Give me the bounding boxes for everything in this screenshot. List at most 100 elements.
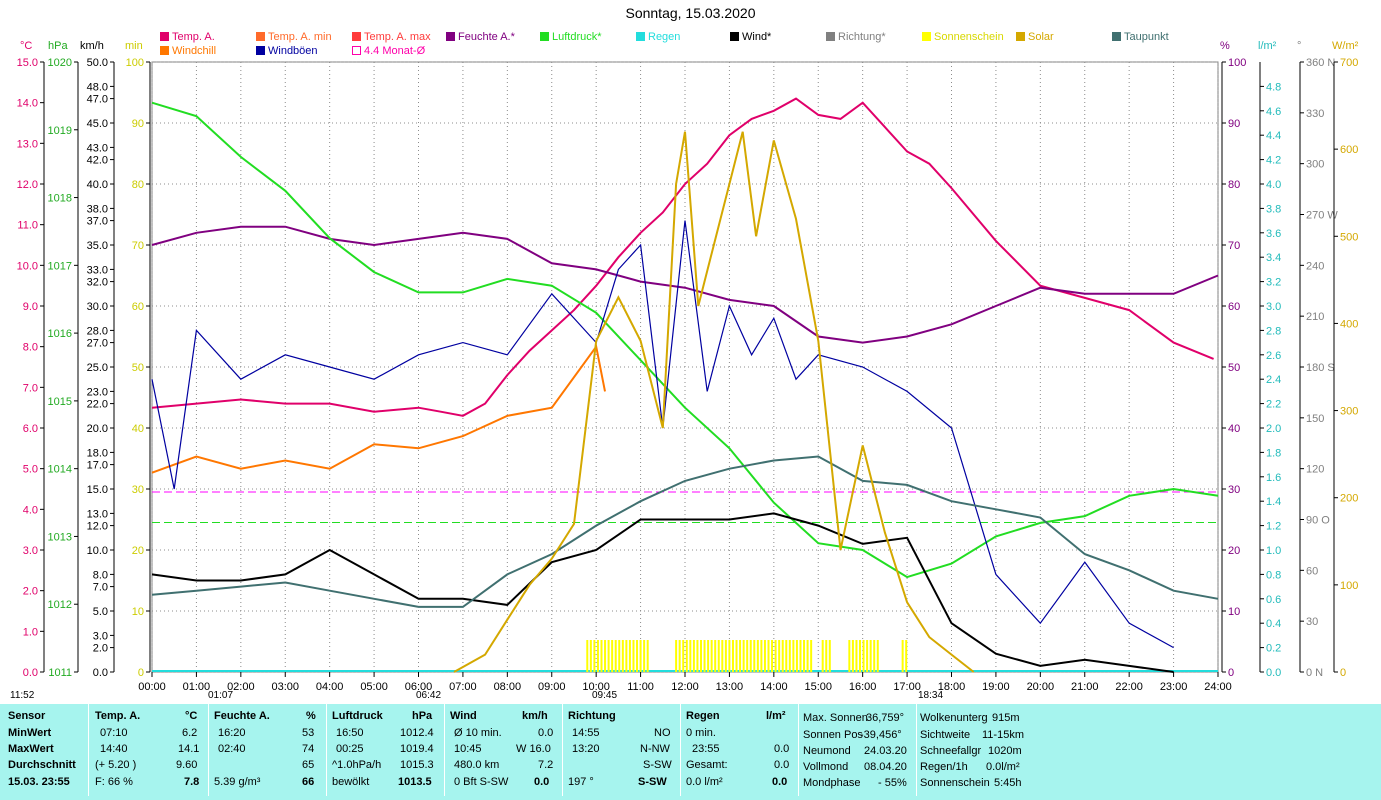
legend-swatch — [160, 46, 169, 55]
legend-item: Wind* — [730, 31, 771, 43]
x-tick-label: 18:00 — [938, 681, 966, 693]
misc-l1: Sichtweite — [920, 729, 971, 741]
series-wind- — [151, 512, 1174, 673]
temp-avg: 9.60 — [176, 759, 198, 771]
marker-left: 11:52 — [10, 690, 35, 701]
axis-tick-label: 1.0 — [23, 626, 38, 638]
legend-swatch — [1112, 32, 1121, 41]
dir-l1: 14:55 — [572, 727, 600, 739]
axis-tick-label: 28.0 — [87, 325, 108, 337]
legend-item: Temp. A. max — [352, 31, 431, 43]
axis-tick-label: 48.0 — [87, 81, 108, 93]
legend-item: Temp. A. min — [256, 31, 332, 43]
axis-tick-label: 2.4 — [1266, 374, 1281, 386]
legend-item: Regen — [636, 31, 680, 43]
legend-item: Taupunkt — [1112, 31, 1169, 43]
axis-tick-label: 4.2 — [1266, 155, 1281, 167]
axis-tick-label: 100 — [1228, 57, 1246, 69]
legend-label: Windböen — [268, 45, 318, 57]
axis-tick-label: 27.0 — [87, 338, 108, 350]
x-tick-label: 17:00 — [893, 681, 921, 693]
x-tick-label: 03:00 — [271, 681, 299, 693]
marker-1: 01:07 — [208, 690, 234, 701]
wind-l2: 10:45 — [454, 743, 482, 755]
series-windb-en — [151, 220, 1174, 649]
axis-tick-label: 4.0 — [1266, 179, 1281, 191]
axis-tick-label: 1.8 — [1266, 447, 1281, 459]
axis-tick-label: 50 — [1228, 362, 1240, 374]
axis-tick-label: 7.0 — [23, 382, 38, 394]
series-windchill — [151, 344, 606, 474]
axis-tick-label: 40.0 — [87, 179, 108, 191]
axis-tick-label: 10.0 — [17, 260, 38, 272]
rain-l3: Gesamt: — [686, 759, 728, 771]
axis-tick-label: 1015 — [48, 396, 72, 408]
legend-item: Solar — [1016, 31, 1054, 43]
x-tick-label: 10:00 — [582, 681, 610, 693]
hum-abs: 5.39 g/m³ — [214, 776, 261, 788]
x-tick-label: 06:00 — [405, 681, 433, 693]
hum-max-time: 02:40 — [218, 743, 246, 755]
rain-unit: l/m² — [766, 710, 786, 722]
axis-tick-label: 3.0 — [23, 545, 38, 557]
unit-solar: W/m² — [1332, 40, 1359, 52]
wind-l3: 480.0 km — [454, 759, 500, 771]
wind-l1: Ø 10 min. — [454, 727, 502, 739]
rain-v3: 0.0 — [774, 759, 790, 771]
axis-tick-label: 15.0 — [17, 57, 38, 69]
axis-tick-label: 2.0 — [1266, 423, 1281, 435]
axis-tick-label: 45.0 — [87, 118, 108, 130]
axis-tick-label: 8.0 — [23, 342, 38, 354]
axis-tick-label: 18.0 — [87, 447, 108, 459]
legend-swatch — [730, 32, 739, 41]
axis-tick-label: 0.0 — [93, 667, 108, 679]
axis-tick-label: 0.4 — [1266, 618, 1281, 630]
dir-l2: 13:20 — [572, 743, 600, 755]
axis-tick-label: 47.0 — [87, 94, 108, 106]
axis-tick-label: 30 — [1228, 484, 1240, 496]
axis-tick-label: 90 — [1228, 118, 1240, 130]
misc-v0: 915m — [992, 712, 1020, 724]
axis-tick-label: 4.4 — [1266, 130, 1281, 142]
rain-v4: 0.0 — [772, 776, 788, 788]
rain-l1: 0 min. — [686, 727, 716, 739]
axis-tick-label: 50 — [132, 362, 144, 374]
axis-tick-label: 7.0 — [93, 582, 108, 594]
press-avg: 1015.3 — [400, 759, 434, 771]
misc-v3: 0.0l/m² — [986, 761, 1020, 773]
press-min: 1012.4 — [400, 727, 434, 739]
x-tick-label: 13:00 — [716, 681, 744, 693]
axis-tick-label: 1013 — [48, 531, 72, 543]
legend-item: 4.4 Monat-Ø — [352, 45, 425, 57]
axis-tick-label: 1018 — [48, 193, 72, 205]
axis-tick-label: 3.6 — [1266, 228, 1281, 240]
axis-tick-label: 20 — [132, 545, 144, 557]
x-tick-label: 20:00 — [1027, 681, 1055, 693]
dir-v2: N-NW — [640, 743, 670, 755]
axis-tick-label: 1019 — [48, 125, 72, 137]
unit-temp: °C — [20, 40, 33, 52]
axis-tick-label: 0.2 — [1266, 643, 1281, 655]
legend-label: Luftdruck* — [552, 31, 602, 43]
row-min: MinWert — [8, 727, 52, 739]
hum-min-time: 16:20 — [218, 727, 246, 739]
series-temp-a- — [151, 97, 1214, 417]
wind-v4: 0.0 — [534, 776, 550, 788]
axis-tick-label: 8.0 — [93, 569, 108, 581]
axis-tick-label: 360 N — [1306, 57, 1335, 69]
legend-label: Richtung* — [838, 31, 886, 43]
axis-tick-label: 40 — [1228, 423, 1240, 435]
legend-swatch — [922, 32, 931, 41]
axis-tick-label: 60 — [1306, 565, 1318, 577]
legend-item: Sonnenschein — [922, 31, 1004, 43]
axis-tick-label: 4.8 — [1266, 81, 1281, 93]
axis-tick-label: 1012 — [48, 599, 72, 611]
hum-current: 66 — [302, 776, 315, 788]
x-tick-label: 19:00 — [982, 681, 1010, 693]
axis-tick-label: 20.0 — [87, 423, 108, 435]
axis-tick-label: 40 — [132, 423, 144, 435]
axis-tick-label: 4.6 — [1266, 106, 1281, 118]
astro-l0: Max. Sonnen — [803, 712, 868, 724]
axis-tick-label: 50.0 — [87, 57, 108, 69]
axis-tick-label: 100 — [1340, 580, 1358, 592]
